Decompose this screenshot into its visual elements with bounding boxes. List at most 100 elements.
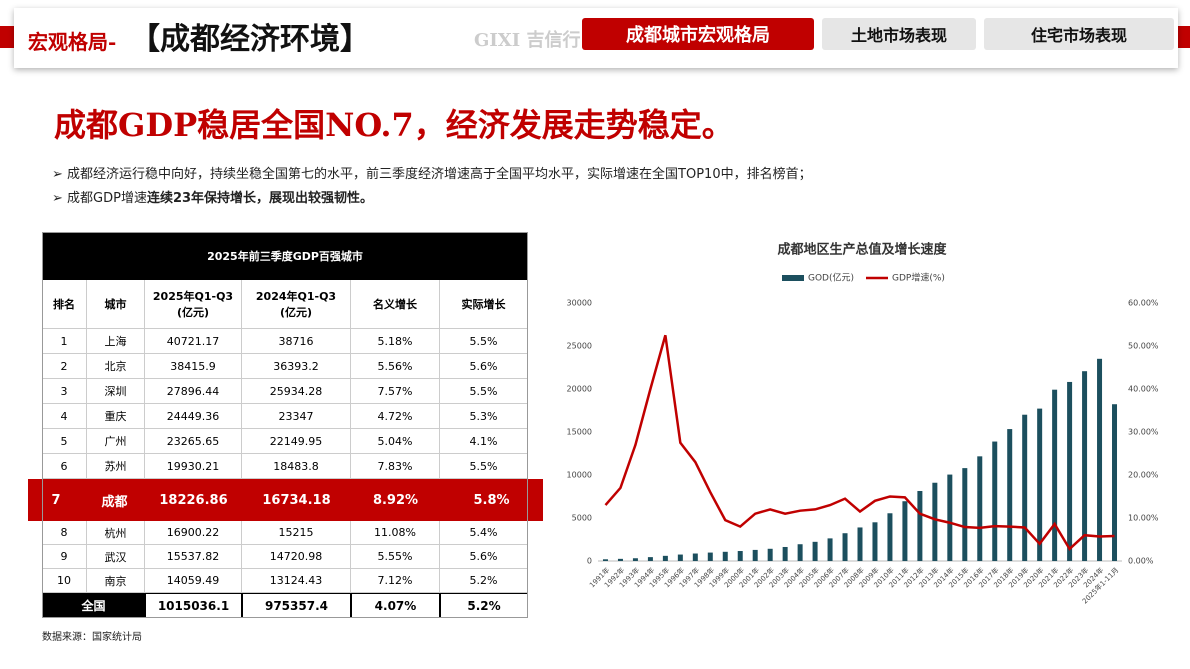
y2-tick-label: 10.00%	[1128, 514, 1159, 523]
bar	[977, 456, 983, 561]
bar	[947, 474, 953, 561]
table-cell: 40721.17	[145, 329, 242, 354]
table-cell: 24449.36	[145, 404, 242, 429]
column-header: 城市	[87, 280, 145, 329]
bar	[1067, 381, 1073, 561]
y-tick-label: 25000	[567, 342, 592, 351]
table-cell: 2	[42, 354, 87, 379]
table-cell: 广州	[87, 429, 145, 454]
table-cell: 苏州	[87, 454, 145, 479]
bar	[692, 553, 698, 561]
table-cell: 14720.98	[242, 545, 351, 569]
bar	[992, 441, 998, 561]
bar	[707, 552, 713, 561]
bar	[1037, 408, 1043, 561]
topic: 【成都经济环境】	[130, 22, 370, 57]
table-cell: 7.12%	[351, 569, 440, 593]
column-header: 名义增长	[351, 280, 440, 329]
total-cell: 全国	[42, 593, 145, 618]
text: 连续23年保持增长，展现出较强韧性。	[146, 191, 374, 206]
table-cell: 22149.95	[242, 429, 351, 454]
table-cell: 上海	[87, 329, 145, 354]
y2-tick-label: 40.00%	[1128, 385, 1159, 394]
tab[interactable]: 住宅市场表现	[984, 18, 1174, 50]
section: 宏观格局-	[28, 30, 117, 54]
bar	[917, 490, 923, 561]
total-cell: 4.07%	[351, 593, 440, 618]
legend-swatch	[782, 275, 804, 281]
bar	[767, 548, 773, 561]
table-cell: 38716	[242, 329, 351, 354]
table-cell: 11.08%	[351, 521, 440, 545]
bar	[1007, 429, 1013, 561]
y-tick-label: 10000	[567, 471, 592, 480]
table-cell: 5	[42, 429, 87, 454]
table-cell: 36393.2	[242, 354, 351, 379]
table-cell: 5.18%	[351, 329, 440, 354]
legend-label: GDP增速(%)	[892, 272, 945, 284]
bar	[1097, 358, 1103, 561]
table-cell: 6	[42, 454, 87, 479]
table-cell: 15215	[242, 521, 351, 545]
table-cell: 14059.49	[145, 569, 242, 593]
table-cell: 8	[42, 521, 87, 545]
bar	[797, 544, 803, 561]
bar	[737, 551, 743, 561]
table-cell: 重庆	[87, 404, 145, 429]
table-cell: 15537.82	[145, 545, 242, 569]
y-tick-label: 20000	[567, 385, 592, 394]
table-cell: 5.04%	[351, 429, 440, 454]
column-header: 排名	[42, 280, 87, 329]
bar	[647, 557, 653, 561]
table-cell: 深圳	[87, 379, 145, 404]
table-cell: 10	[42, 569, 87, 593]
table-cell: 4.72%	[351, 404, 440, 429]
column-header: 2025年Q1-Q3 (亿元)	[145, 280, 242, 329]
table-cell: 16900.22	[145, 521, 242, 545]
text: 成都经济运行稳中向好，持续坐稳全国第七的水平，前三季度经济增速高于全国平均水平，…	[67, 167, 812, 182]
table-cell: 19930.21	[145, 454, 242, 479]
table-cell: 5.8%	[440, 479, 543, 521]
source: 数据来源：国家统计局	[42, 632, 142, 643]
column-header: 2024年Q1-Q3 (亿元)	[242, 280, 351, 329]
table-cell: 16734.18	[242, 479, 351, 521]
headline: 成都GDP稳居全国NO.7，经济发展走势稳定。	[54, 106, 734, 144]
table-cell: 23265.65	[145, 429, 242, 454]
bar	[1022, 414, 1028, 561]
bar	[932, 482, 938, 561]
y2-tick-label: 50.00%	[1128, 342, 1159, 351]
bar	[1052, 389, 1058, 561]
table-cell: 9	[42, 545, 87, 569]
bar	[902, 501, 908, 561]
table-cell: 13124.43	[242, 569, 351, 593]
table-cell: 7.57%	[351, 379, 440, 404]
table-cell: 27896.44	[145, 379, 242, 404]
table-cell: 18226.86	[145, 479, 242, 521]
text: 成都GDP增速	[67, 191, 147, 206]
bar	[677, 554, 683, 561]
bar	[812, 541, 818, 561]
line	[604, 334, 1115, 551]
bar	[1082, 371, 1088, 561]
legend-label: GOD(亿元)	[808, 272, 854, 284]
bar	[872, 522, 878, 561]
bar	[752, 549, 758, 561]
bar	[962, 468, 968, 561]
table-cell: 成都	[84, 479, 145, 521]
bar	[887, 513, 893, 561]
logo: GIXI 吉信行	[474, 30, 581, 51]
tab[interactable]: 成都城市宏观格局	[582, 18, 814, 50]
y-tick-label: 30000	[567, 299, 592, 308]
bar	[632, 558, 638, 561]
y-tick-label: 15000	[567, 428, 592, 437]
table-cell: 5.56%	[351, 354, 440, 379]
table-cell: 25934.28	[242, 379, 351, 404]
table-cell: 武汉	[87, 545, 145, 569]
table-cell: 4	[42, 404, 87, 429]
bar	[662, 555, 668, 561]
bar	[617, 558, 623, 561]
tab[interactable]: 土地市场表现	[822, 18, 976, 50]
table-cell: 杭州	[87, 521, 145, 545]
